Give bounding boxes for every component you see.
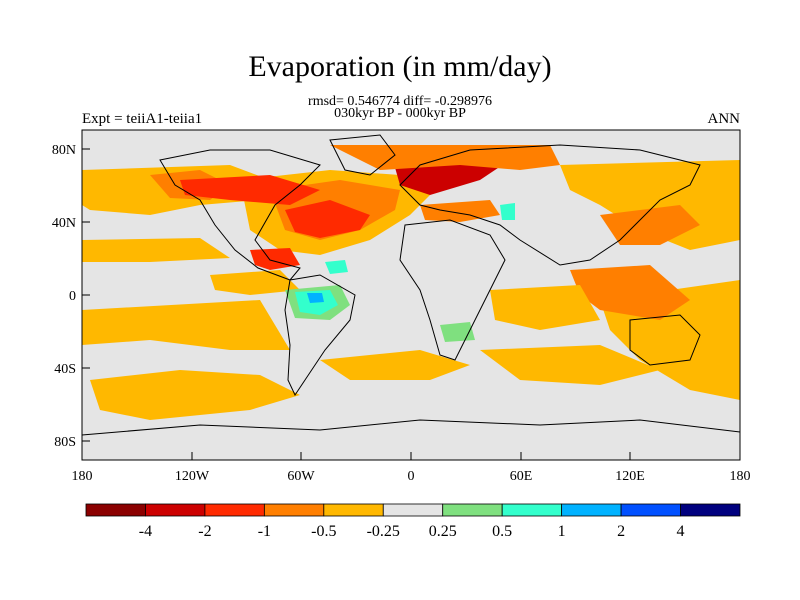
gulf-stream-max: [285, 200, 370, 238]
anomaly-fields: [82, 145, 740, 420]
colorbar-label: 0.25: [429, 523, 457, 540]
lon-tick-label: 60E: [510, 469, 533, 484]
mediterranean-band: [420, 200, 500, 222]
period-line: 030kyr BP - 000kyr BP: [334, 106, 466, 121]
tropical-atlantic-positive-max: [307, 293, 324, 303]
colorbar-swatch: [263, 503, 325, 517]
south-atlantic-band: [320, 350, 470, 380]
lat-axis: 80N 40N 0 40S 80S: [52, 143, 90, 450]
colorbar-swatch: [382, 503, 444, 517]
lon-tick-label: 120E: [615, 469, 645, 484]
east-pacific-south-band: [82, 300, 290, 350]
lon-tick-label: 60W: [287, 469, 315, 484]
australia-coast: [629, 314, 701, 366]
south-america-coast: [284, 274, 356, 397]
colorbar-label: -1: [258, 523, 271, 540]
colorbar-label: -2: [198, 523, 211, 540]
lat-tick-label: 0: [69, 289, 76, 304]
africa-coast: [399, 219, 506, 361]
lon-tick-label: 180: [72, 469, 93, 484]
lon-tick-label: 180: [730, 469, 751, 484]
lat-tick-label: 80S: [54, 435, 76, 450]
season-label: ANN: [707, 111, 741, 127]
north-america-coast: [159, 149, 321, 281]
africa-positive: [440, 322, 475, 342]
caribbean-positive: [325, 260, 348, 274]
lon-tick-label: 120W: [175, 469, 210, 484]
colorbar-swatch: [561, 503, 622, 517]
antarctica-coast: [81, 419, 741, 436]
lon-tick-label: 0: [408, 469, 415, 484]
colorbar-swatch: [323, 503, 384, 517]
colorbar: -4 -2 -1 -0.5 -0.25 0.25 0.5 1 2 4: [85, 503, 741, 540]
eurasia-coast: [399, 144, 701, 266]
colorbar-swatch: [442, 503, 503, 517]
indian-ocean-south-band: [480, 345, 660, 385]
lat-tick-label: 80N: [52, 143, 76, 158]
greenland-coast: [329, 134, 396, 176]
colorbar-swatch: [204, 503, 265, 517]
caspian-positive: [500, 203, 515, 220]
colorbar-label: 0.5: [492, 523, 512, 540]
southern-ocean-band: [90, 370, 300, 420]
coastlines: [81, 134, 741, 436]
map-panel: [81, 129, 741, 461]
indian-ocean-band: [490, 285, 600, 330]
colorbar-label: -4: [139, 523, 152, 540]
lon-axis: 180 120W 60W 0 60E 120E 180: [72, 452, 751, 484]
lat-tick-label: 40N: [52, 216, 76, 231]
east-pacific-tropical-band: [210, 270, 300, 295]
colorbar-swatch: [680, 503, 741, 517]
pacific-west-band: [82, 238, 230, 262]
colorbar-swatch: [85, 503, 146, 517]
colorbar-label: -0.5: [311, 523, 336, 540]
colorbar-swatch: [501, 503, 563, 517]
map-title: Evaporation (in mm/day): [248, 50, 552, 83]
colorbar-label: 2: [617, 523, 625, 540]
colorbar-swatch: [620, 503, 681, 517]
positive-anomalies: [285, 203, 515, 342]
colorbar-label: -0.25: [367, 523, 400, 540]
colorbar-swatch: [145, 503, 206, 517]
lat-tick-label: 40S: [54, 362, 76, 377]
stats-line: rmsd= 0.546774 diff= -0.298976: [308, 94, 492, 109]
colorbar-label: 4: [677, 523, 685, 540]
experiment-label: Expt = teiiA1-teiia1: [82, 111, 203, 127]
maritime-continent-band: [570, 265, 690, 320]
colorbar-label: 1: [558, 523, 566, 540]
